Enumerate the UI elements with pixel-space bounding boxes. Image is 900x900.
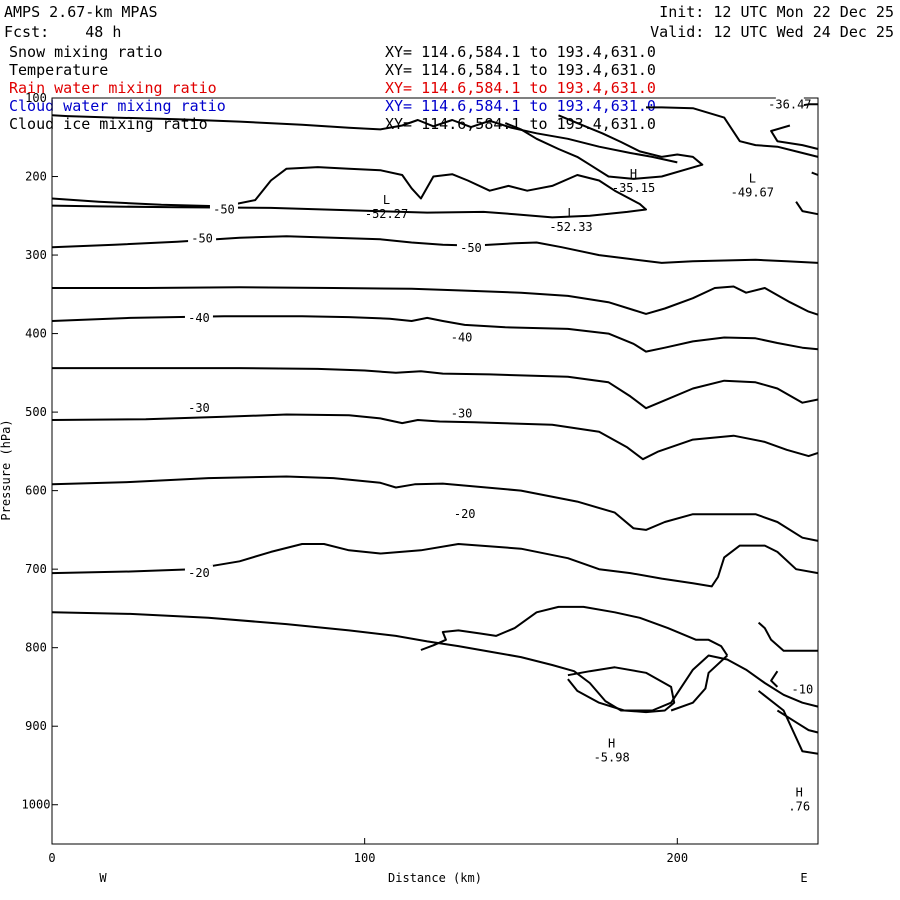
temperature-contour-9 <box>51 543 819 588</box>
contour-label-background <box>209 201 238 216</box>
extremum-type: L <box>749 172 756 186</box>
contour-label-background <box>184 309 213 324</box>
y-tick-label: 100 <box>25 91 47 105</box>
extremum-value: -5.98 <box>594 750 630 764</box>
valid-time: Valid: 12 UTC Wed 24 Dec 25 <box>650 23 894 41</box>
x-tick-label: 100 <box>354 851 376 865</box>
y-tick-label: 900 <box>25 719 47 733</box>
y-tick-label: 800 <box>25 641 47 655</box>
contour-label-background <box>184 565 213 580</box>
temperature-contour-14 <box>770 670 779 688</box>
temperature-contour-19 <box>646 106 819 158</box>
temperature-contour-4 <box>52 285 819 316</box>
extremum-type: L <box>567 206 574 220</box>
temperature-contour-7 <box>51 413 819 461</box>
temperature-contour-5 <box>51 315 819 353</box>
contour-layer <box>51 103 819 755</box>
extremum-value: -52.33 <box>549 220 592 234</box>
extremum-value: -49.67 <box>731 186 774 200</box>
contour-label: -30 <box>451 407 473 421</box>
field-xy-snow: XY= 114.6,584.1 to 193.4,631.0 <box>385 43 656 61</box>
extremum-value: -35.15 <box>612 181 655 195</box>
y-tick-label: 300 <box>25 248 47 262</box>
y-tick-label: 1000 <box>22 798 51 812</box>
field-xy-temperature: XY= 114.6,584.1 to 193.4,631.0 <box>385 61 656 79</box>
extremum-value: .76 <box>788 800 810 814</box>
init-time: Init: 12 UTC Mon 22 Dec 25 <box>659 3 894 21</box>
contour-label-background <box>447 405 476 420</box>
temperature-contour-8 <box>51 475 819 542</box>
forecast-hour: Fcst: 48 h <box>4 23 122 41</box>
temperature-contour-18 <box>504 114 704 180</box>
field-name-cloud-water: Cloud water mixing ratio <box>9 97 226 115</box>
contour-label: -50 <box>191 232 213 246</box>
contour-label-background <box>447 329 476 344</box>
contour-label: -20 <box>188 566 210 580</box>
temperature-contour-16 <box>757 690 819 755</box>
extremum-type: H <box>630 167 637 181</box>
contour-label-background <box>456 239 485 254</box>
contour-label: -40 <box>188 311 210 325</box>
contour-label: -20 <box>454 507 476 521</box>
temperature-contour-23 <box>795 201 819 216</box>
temperature-contour-22 <box>811 171 819 176</box>
extremum-value: -52.27 <box>365 207 408 221</box>
temperature-contour-21 <box>770 124 819 150</box>
contour-label-background <box>184 400 213 415</box>
field-name-snow: Snow mixing ratio <box>9 43 163 61</box>
x-tick-label: 0 <box>48 851 55 865</box>
y-tick-label: 600 <box>25 484 47 498</box>
x-tick-label: 200 <box>666 851 688 865</box>
extremum-type: H <box>608 736 615 750</box>
y-tick-label: 400 <box>25 327 47 341</box>
contour-label-background <box>188 230 217 245</box>
contour-label: -30 <box>188 401 210 415</box>
contour-label: -10 <box>792 682 814 696</box>
temperature-contour-11 <box>420 605 729 657</box>
y-axis-title: Pressure (hPa) <box>0 419 13 520</box>
label-layer: -50-50-50-40-40-30 -30-20-20-10-36.47L-52… <box>184 96 817 814</box>
contour-label: -40 <box>451 331 473 345</box>
temperature-contour-15 <box>776 709 819 734</box>
x-axis-title: Distance (km) <box>388 871 482 885</box>
field-xy-rain: XY= 114.6,584.1 to 193.4,631.0 <box>385 79 656 97</box>
temperature-contour-6 <box>52 367 819 410</box>
west-label: W <box>99 871 107 885</box>
tick-layer: 100 200 300 400 500 600 700 800 900 1000 0 100 200 <box>22 91 689 865</box>
contour-label-background <box>775 96 804 111</box>
temperature-contour-17 <box>670 654 728 712</box>
contour-label: -50 <box>213 203 235 217</box>
field-name-rain: Rain water mixing ratio <box>9 79 217 97</box>
plot-frame <box>51 97 819 845</box>
y-tick-label: 200 <box>25 170 47 184</box>
contour-label: -36.47 <box>768 97 811 111</box>
y-tick-label: 700 <box>25 562 47 576</box>
east-label: E <box>800 871 807 885</box>
temperature-contour-3 <box>51 235 819 264</box>
field-xy-cloud-water: XY= 114.6,584.1 to 193.4,631.0 <box>385 97 656 115</box>
temperature-contour-13 <box>757 621 818 652</box>
extremum-type: L <box>383 193 390 207</box>
extremum-type: H <box>796 786 803 800</box>
contour-label-background <box>788 681 817 696</box>
temperature-contour-2 <box>51 166 647 219</box>
temperature-contour-10 <box>51 611 819 712</box>
model-title: AMPS 2.67-km MPAS <box>4 3 158 21</box>
y-tick-label: 500 <box>25 405 47 419</box>
field-xy-cloud-ice: XY= 114.6,584.1 to 193.4,631.0 <box>385 115 656 133</box>
temperature-contour-12 <box>567 666 676 714</box>
contour-label-background <box>450 506 479 521</box>
temperature-contour-1 <box>51 114 678 164</box>
field-name-temperature: Temperature <box>9 61 109 79</box>
contour-label: -50 <box>460 241 482 255</box>
